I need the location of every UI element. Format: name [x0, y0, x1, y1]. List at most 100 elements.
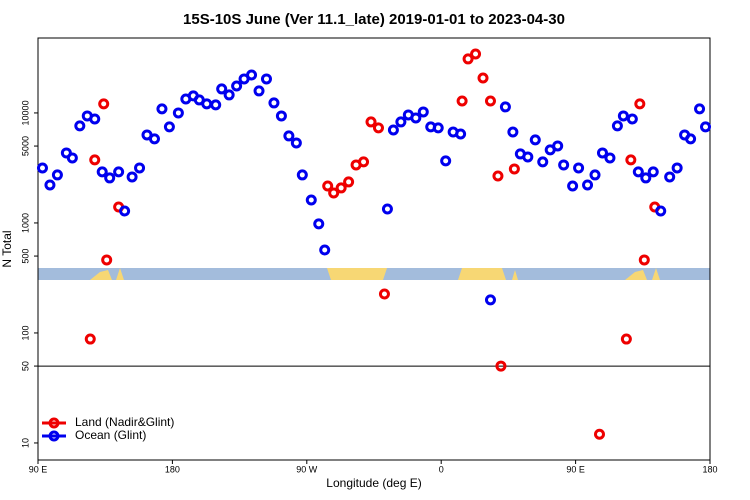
y-tick-label: 5000: [20, 136, 30, 156]
point: [44, 179, 56, 191]
legend-label: Ocean (Glint): [75, 428, 146, 442]
point: [210, 99, 222, 111]
point: [365, 116, 377, 128]
point: [552, 140, 564, 152]
point: [283, 130, 295, 142]
point: [322, 180, 334, 192]
point: [216, 83, 228, 95]
y-tick-label: 1000: [20, 213, 30, 233]
point: [253, 85, 265, 97]
point: [101, 254, 113, 266]
point: [700, 121, 712, 133]
point: [126, 171, 138, 183]
point: [664, 171, 676, 183]
point: [655, 205, 667, 217]
point: [148, 133, 160, 145]
point: [290, 137, 302, 149]
point: [313, 218, 325, 230]
point: [671, 162, 683, 174]
point: [484, 294, 496, 306]
point: [440, 155, 452, 167]
point: [246, 69, 258, 81]
point: [620, 333, 632, 345]
point: [495, 360, 507, 372]
point: [104, 172, 116, 184]
legend-marker: [48, 417, 60, 429]
point: [201, 98, 213, 110]
point: [529, 134, 541, 146]
point: [508, 163, 520, 175]
point: [685, 133, 697, 145]
point: [223, 89, 235, 101]
x-tick-label: 180: [702, 464, 717, 474]
point: [378, 288, 390, 300]
point: [275, 110, 287, 122]
legend: Land (Nadir&Glint)Ocean (Glint): [42, 415, 174, 442]
point: [343, 176, 355, 188]
x-axis-label: Longitude (deg E): [326, 476, 421, 490]
x-tick-label: 180: [165, 464, 180, 474]
point: [573, 162, 585, 174]
point: [381, 203, 393, 215]
point: [395, 116, 407, 128]
point: [611, 120, 623, 132]
map-land: [458, 268, 506, 280]
point: [84, 333, 96, 345]
point: [647, 166, 659, 178]
point: [89, 154, 101, 166]
point: [484, 95, 496, 107]
y-tick-label: 50: [20, 361, 30, 371]
point: [604, 152, 616, 164]
point: [558, 159, 570, 171]
point: [156, 103, 168, 115]
point: [305, 194, 317, 206]
point: [113, 166, 125, 178]
y-tick-label: 10000: [20, 100, 30, 125]
point: [596, 147, 608, 159]
y-tick-label: 500: [20, 249, 30, 264]
point: [537, 156, 549, 168]
point: [358, 156, 370, 168]
x-tick-label: 90 E: [566, 464, 585, 474]
point: [163, 121, 175, 133]
y-tick-label: 10: [20, 438, 30, 448]
point: [589, 169, 601, 181]
point: [632, 166, 644, 178]
point: [634, 98, 646, 110]
chart-title: 15S-10S June (Ver 11.1_late) 2019-01-01 …: [183, 11, 565, 28]
point: [694, 103, 706, 115]
point: [51, 169, 63, 181]
point: [134, 162, 146, 174]
point: [36, 162, 48, 174]
x-tick-label: 90 W: [296, 464, 318, 474]
point: [260, 73, 272, 85]
point: [328, 187, 340, 199]
point: [319, 244, 331, 256]
point: [268, 97, 280, 109]
point: [335, 182, 347, 194]
point: [477, 72, 489, 84]
point: [66, 152, 78, 164]
point: [625, 154, 637, 166]
point: [640, 172, 652, 184]
map-land: [327, 268, 387, 280]
legend-marker: [48, 430, 60, 442]
point: [296, 169, 308, 181]
point: [626, 113, 638, 125]
point: [387, 124, 399, 136]
y-tick-label: 100: [20, 325, 30, 340]
point: [432, 122, 444, 134]
point: [462, 53, 474, 65]
point: [507, 126, 519, 138]
point: [74, 120, 86, 132]
point: [470, 48, 482, 60]
point: [410, 112, 422, 124]
point: [372, 122, 384, 134]
point: [492, 170, 504, 182]
point: [456, 95, 468, 107]
point: [96, 166, 108, 178]
point: [89, 113, 101, 125]
point: [617, 110, 629, 122]
